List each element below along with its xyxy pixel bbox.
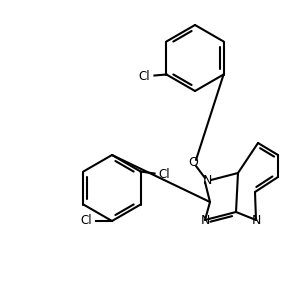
Text: N: N [251, 214, 261, 227]
Text: N: N [200, 214, 210, 227]
Text: O: O [188, 157, 198, 170]
Text: Cl: Cl [80, 214, 92, 227]
Text: N: N [202, 173, 212, 186]
Text: Cl: Cl [159, 168, 170, 181]
Text: Cl: Cl [139, 70, 150, 83]
